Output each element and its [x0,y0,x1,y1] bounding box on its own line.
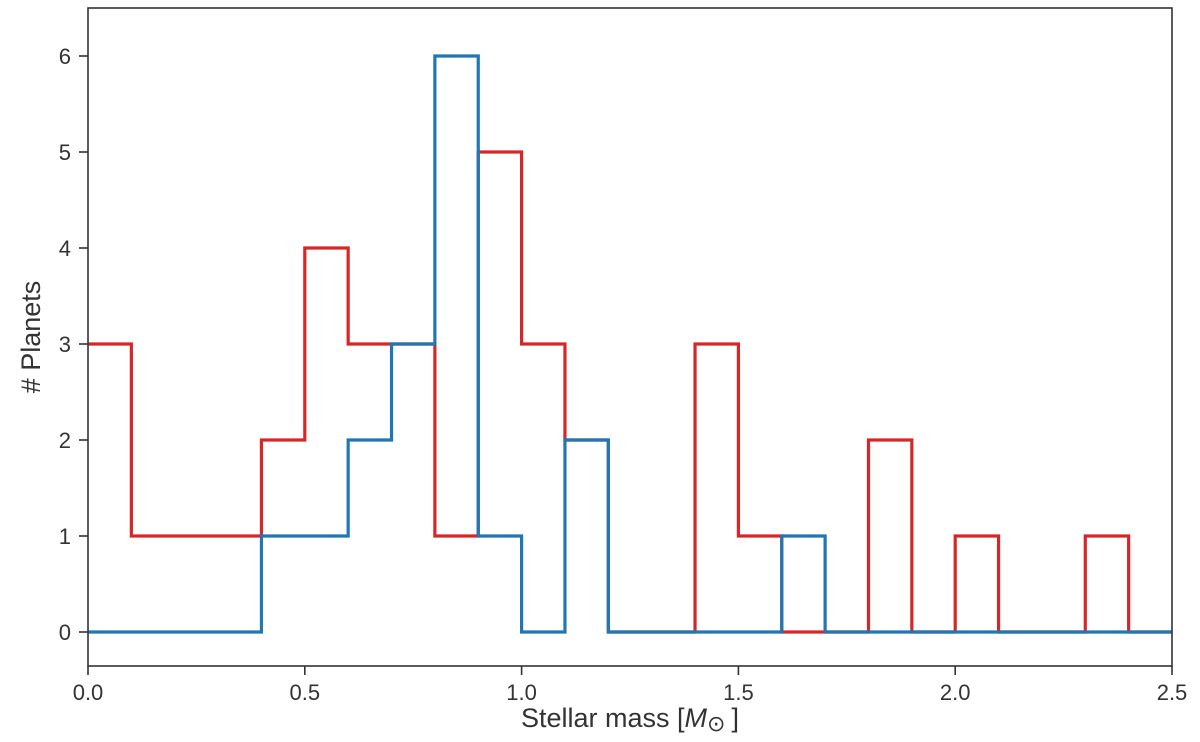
plot-frame [87,7,1173,667]
y-tick-label: 2 [59,428,71,453]
x-tick-label: 1.0 [506,680,537,705]
x-tick-label: 0.0 [73,680,104,705]
y-tick-label: 3 [59,332,71,357]
y-tick-label: 0 [59,620,71,645]
x-tick-label: 1.5 [723,680,754,705]
x-axis-label-subscript: ⊙ [707,712,725,737]
x-axis-label-symbol: M [685,703,708,733]
y-axis-label: # Planets [16,281,46,394]
y-tick-label: 5 [59,140,71,165]
x-axis-label-text: Stellar mass [ [521,703,685,733]
histogram-series-2 [88,54,1172,634]
series-layer [88,54,1172,634]
y-tick-label: 6 [59,44,71,69]
x-tick-label: 2.5 [1157,680,1188,705]
x-tick-label: 0.5 [290,680,321,705]
ticks-layer: 0.0 0.5 1.0 1.5 2.0 2.5 0 1 2 3 4 5 6 [59,44,1188,705]
y-tick-label: 4 [59,236,71,261]
x-tick-label: 2.0 [940,680,971,705]
x-axis-label-end: ] [731,703,739,733]
y-tick-label: 1 [59,524,71,549]
histogram-series-1 [88,150,1172,634]
x-axis-label: Stellar mass [M⊙] [521,703,739,737]
